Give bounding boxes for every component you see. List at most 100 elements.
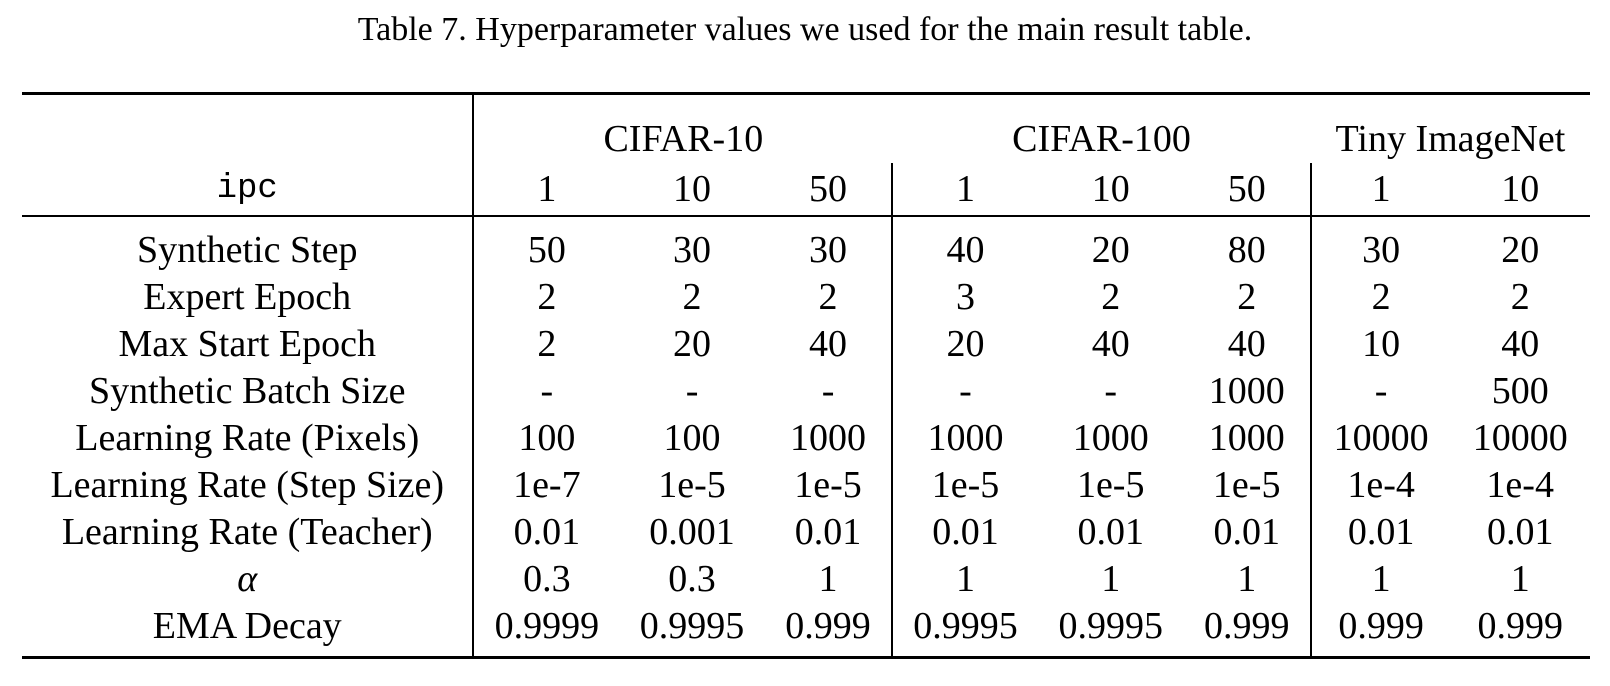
table-cell: 40 xyxy=(1501,323,1540,365)
table-cell: 0.9999 xyxy=(472,603,620,659)
table-cell: 0.01 xyxy=(891,509,1038,556)
table-cell: 30 xyxy=(1309,215,1451,274)
table-cell: - xyxy=(1104,370,1118,412)
table-cell: 0.01 xyxy=(1309,509,1451,556)
ipc-value: 10 xyxy=(673,168,712,210)
table-cell: 0.01 xyxy=(1213,511,1280,553)
table-cell: 1 xyxy=(891,556,1038,603)
table-cell: 1e-4 xyxy=(1309,462,1451,509)
table-cell: 1000 xyxy=(1208,370,1285,412)
row-label: Synthetic Batch Size xyxy=(88,370,406,412)
ipc-value: 10 xyxy=(1501,168,1540,210)
table-cell: 1e-5 xyxy=(1076,464,1145,506)
table-cell: 10000 xyxy=(1472,417,1568,459)
table-cell: 0.999 xyxy=(1450,603,1590,659)
table-cell: 1000 xyxy=(891,415,1038,462)
table-cell: 100 xyxy=(663,417,721,459)
table-cell: 0.999 xyxy=(764,603,893,659)
table-cell: 2 xyxy=(818,276,838,318)
dataset-header-cifar10: CIFAR-10 xyxy=(472,92,893,163)
table-cell: 1e-4 xyxy=(1486,464,1554,506)
table-cell: 0.999 xyxy=(1183,603,1311,659)
hyperparameter-table: CIFAR-10 CIFAR-100 Tiny ImageNet ipc 1 1… xyxy=(22,92,1590,659)
table-cell: 1 xyxy=(818,558,838,600)
table-cell: - xyxy=(472,368,620,415)
table-row: Expert Epoch 2 2 2 3 2 2 2 2 xyxy=(22,274,1590,321)
table-cell: 0.999 xyxy=(1309,603,1451,659)
table-cell: 50 xyxy=(472,215,620,274)
row-label: Max Start Epoch xyxy=(118,323,376,365)
row-label: Learning Rate (Pixels) xyxy=(75,417,420,459)
row-label: EMA Decay xyxy=(22,603,474,659)
table-cell: 80 xyxy=(1183,215,1311,274)
table-cell: 0.01 xyxy=(1486,511,1554,553)
ipc-value: 1 xyxy=(472,163,620,216)
dataset-header-tiny-imagenet: Tiny ImageNet xyxy=(1310,92,1590,163)
table-cell: 2 xyxy=(1510,276,1530,318)
dataset-header-cifar100: CIFAR-100 xyxy=(892,92,1311,163)
table-cell: 0.01 xyxy=(1077,511,1144,553)
table-cell: 0.001 xyxy=(649,511,735,553)
table-cell: 1e-7 xyxy=(472,462,620,509)
table-body: Synthetic Step 50 30 30 40 20 80 30 20 Expert Epo… xyxy=(22,215,1590,659)
table-cell: 2 xyxy=(1237,276,1257,318)
table-cell: 1000 xyxy=(1208,417,1285,459)
row-label: Expert Epoch xyxy=(143,276,352,318)
table-cell: 3 xyxy=(891,274,1038,321)
table-cell: 0.3 xyxy=(668,558,716,600)
row-label: Learning Rate (Step Size) xyxy=(50,464,445,506)
table-cell: 30 xyxy=(619,215,765,274)
table-cell: 1000 xyxy=(790,417,867,459)
table-cell: 1e-5 xyxy=(1212,464,1281,506)
table-cell: 0.9995 xyxy=(619,603,765,659)
header-empty-cell xyxy=(22,92,474,163)
table-cell: 1 xyxy=(1309,556,1451,603)
table-row: α 0.3 0.3 1 1 1 1 1 1 xyxy=(22,556,1590,603)
row-label: α xyxy=(237,558,258,600)
table-row: Learning Rate (Step Size) 1e-7 1e-5 1e-5 1e-… xyxy=(22,462,1590,509)
ipc-value: 50 xyxy=(1227,168,1266,210)
table-cell: 2 xyxy=(1101,276,1121,318)
ipc-value: 1 xyxy=(891,163,1038,216)
table-cell: - xyxy=(891,368,1038,415)
table-cell: 1000 xyxy=(1072,417,1149,459)
ipc-value: 50 xyxy=(809,168,848,210)
table-row: Learning Rate (Pixels) 100 100 1000 1000 1000… xyxy=(22,415,1590,462)
ipc-value: 1 xyxy=(1309,163,1451,216)
row-label: Synthetic Step xyxy=(22,215,474,274)
row-label: Learning Rate (Teacher) xyxy=(61,511,433,553)
table-cell: 20 xyxy=(673,323,712,365)
table-cell: - xyxy=(821,370,835,412)
table-cell: 0.01 xyxy=(472,509,620,556)
table-cell: 10 xyxy=(1309,321,1451,368)
table-cell: 100 xyxy=(472,415,620,462)
table-cell: 500 xyxy=(1491,370,1549,412)
table-cell: 1e-5 xyxy=(891,462,1038,509)
table-cell: - xyxy=(1309,368,1451,415)
table-cell: 1e-5 xyxy=(794,464,862,506)
table-cell: 0.9995 xyxy=(891,603,1038,659)
table-row: Synthetic Batch Size - - - - -1000-500 xyxy=(22,368,1590,415)
dataset-header-row: CIFAR-10 CIFAR-100 Tiny ImageNet xyxy=(22,92,1590,163)
table-cell: 2 xyxy=(472,274,620,321)
table-cell: 0.01 xyxy=(794,511,862,553)
table-cell: 0.9995 xyxy=(1037,603,1184,659)
table-cell: 20 xyxy=(1037,215,1184,274)
table-row: Synthetic Step 50 30 30 40 20 80 30 20 xyxy=(22,215,1590,274)
table-cell: 0.3 xyxy=(472,556,620,603)
table-cell: 40 xyxy=(891,215,1038,274)
table-caption: Table 7. Hyperparameter values we used f… xyxy=(357,11,1253,48)
table-cell: 10000 xyxy=(1309,415,1451,462)
table-cell: 40 xyxy=(809,323,848,365)
table-cell: 2 xyxy=(472,321,620,368)
table-row: Max Start Epoch 2 20 40 20 40 40 10 40 xyxy=(22,321,1590,368)
table-cell: 30 xyxy=(764,215,893,274)
table-cell: - xyxy=(685,370,699,412)
table-row: Learning Rate (Teacher) 0.01 0.001 0.01 0.01… xyxy=(22,509,1590,556)
table-cell: 40 xyxy=(1227,323,1266,365)
ipc-header-row: ipc 1 10 50 1 10 50 1 10 xyxy=(22,163,1590,216)
table-cell: 2 xyxy=(1309,274,1451,321)
table-cell: 20 xyxy=(1450,215,1590,274)
table-cell: 1e-5 xyxy=(658,464,726,506)
